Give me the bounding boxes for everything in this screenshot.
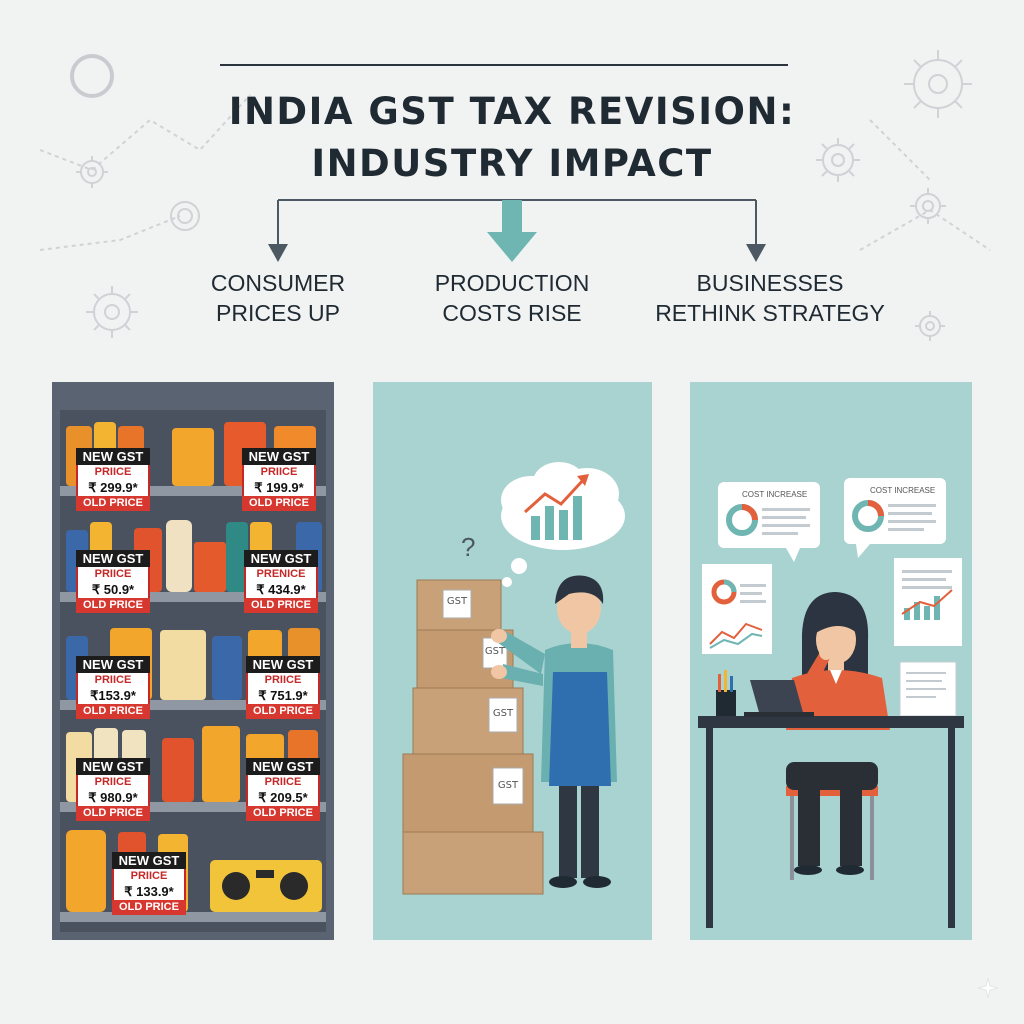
price-tag: NEW GST PRIICE ₹ 299.9* OLD PRICE — [76, 448, 150, 511]
report-sheet — [702, 564, 772, 654]
box-label: GST — [497, 780, 519, 791]
page-title: INDIA GST TAX REVISION: INDUSTRY IMPACT — [0, 86, 1024, 190]
branch-business-strategy: BUSINESSES RETHINK STRATEGY — [655, 270, 885, 326]
question-mark: ? — [461, 532, 476, 562]
speech-bubble — [844, 478, 946, 558]
thought-cloud — [501, 462, 625, 587]
bubble-label: COST INCREASE — [870, 486, 936, 495]
gear-icon — [910, 188, 946, 224]
sparkle-icon — [977, 977, 999, 999]
box-label: GST — [446, 596, 468, 607]
ring-icon — [70, 54, 114, 98]
woman-figure — [786, 592, 890, 880]
box-label: GST — [484, 646, 506, 657]
title-line-1: INDIA GST TAX REVISION: — [228, 90, 796, 133]
worker-illustration — [402, 462, 625, 895]
cardboard-box-stack — [402, 579, 544, 895]
growth-chart-icon — [523, 474, 589, 540]
production-panel: ? GST GST GST GST — [373, 382, 652, 940]
arrow-left-icon — [268, 244, 288, 262]
gear-icon — [904, 50, 972, 118]
gear-icon — [915, 311, 945, 341]
office-illustration — [698, 478, 964, 928]
title-line-2: INDUSTRY IMPACT — [311, 142, 713, 185]
store-shelf-panel: NEW GST PRIICE ₹ 299.9* OLD PRICE NEW GS… — [52, 382, 334, 940]
price-tag: NEW GST PRIICE ₹ 209.5* OLD PRICE — [246, 758, 320, 821]
box-label: GST — [492, 708, 514, 719]
price-tag: NEW GST PRIICE ₹ 751.9* OLD PRICE — [246, 656, 320, 719]
ring-icon — [170, 201, 200, 231]
price-tag: NEW GST PRIICE ₹ 980.9* OLD PRICE — [76, 758, 150, 821]
branch-production-costs: PRODUCTION COSTS RISE — [434, 270, 590, 326]
flow-connector — [268, 199, 766, 262]
price-tag: NEW GST PRENICE ₹ 434.9* OLD PRICE — [244, 550, 318, 613]
office-desk — [698, 716, 964, 928]
document-sheet — [899, 661, 957, 717]
price-tag: NEW GST PRIICE ₹153.9* OLD PRICE — [76, 656, 150, 719]
arrow-center-icon — [487, 200, 537, 262]
pen-holder — [716, 670, 736, 716]
price-tag: NEW GST PRIICE ₹ 133.9* OLD PRICE — [112, 852, 186, 915]
bubble-label: COST INCREASE — [742, 490, 808, 499]
radio-device — [210, 860, 322, 912]
report-sheet — [894, 558, 962, 646]
price-tag: NEW GST PRIICE ₹ 50.9* OLD PRICE — [76, 550, 150, 613]
gear-icon — [76, 156, 108, 188]
arrow-right-icon — [746, 244, 766, 262]
gear-icon — [86, 286, 138, 338]
price-tag: NEW GST PRIICE ₹ 199.9* OLD PRICE — [242, 448, 316, 511]
branch-consumer-prices: CONSUMER PRICES UP — [210, 270, 346, 326]
worker-figure — [491, 575, 617, 888]
laptop — [744, 680, 814, 717]
business-panel: COST INCREASE COST INCREASE — [690, 382, 972, 940]
speech-bubble — [718, 482, 820, 562]
title-rule — [220, 64, 788, 66]
gear-icon — [816, 138, 860, 182]
